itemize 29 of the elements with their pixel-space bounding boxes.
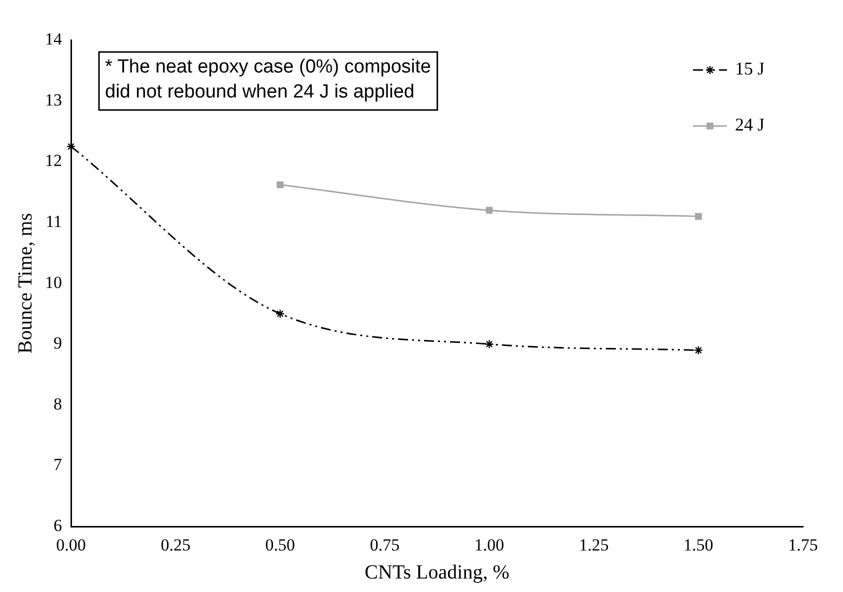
legend-label: 15 J [735, 58, 765, 79]
y-tick-label: 14 [45, 29, 62, 48]
y-tick-label: 12 [45, 151, 62, 170]
point [66, 142, 76, 152]
legend-label: 24 J [735, 114, 765, 135]
point [694, 346, 704, 355]
x-tick-label: 1.75 [788, 535, 818, 554]
x-tick-label: 1.50 [684, 535, 714, 554]
point [484, 340, 494, 349]
x-tick-label: 1.00 [474, 535, 504, 554]
y-tick-label: 10 [45, 272, 62, 292]
x-tick-label: 0.75 [370, 535, 400, 554]
x-tick-label: 1.25 [578, 535, 609, 554]
y-axis-title: Bounce Time, ms [14, 212, 36, 354]
annotation: * The neat epoxy case (0%) composite did not rebound when 24 J is applied [105, 56, 431, 103]
x-axis-title: CNTs Loading, % [364, 561, 510, 584]
y-tick-label: 13 [45, 90, 62, 110]
point [276, 181, 284, 188]
y-tick-label: 7 [54, 455, 62, 474]
point [486, 206, 493, 214]
point [276, 309, 285, 318]
x-tick-label: 0.25 [160, 535, 190, 554]
x-tick-label: 0.50 [265, 535, 296, 554]
y-tick-label: 9 [54, 334, 62, 353]
y-tick-label: 11 [46, 212, 62, 231]
point [695, 212, 702, 220]
x-tick-label: 0.00 [56, 535, 86, 554]
y-tick-label: 6 [54, 516, 62, 536]
y-tick-label: 8 [54, 394, 62, 414]
